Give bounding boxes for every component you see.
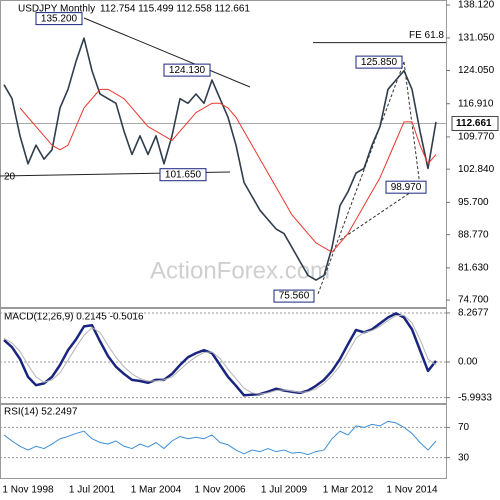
y-tick-label: 95.700 — [458, 197, 489, 208]
y-tick-label: 109.770 — [458, 132, 495, 143]
price-annotation: 135.200 — [41, 13, 78, 24]
price-annotation-box — [273, 289, 315, 303]
projection-line — [403, 61, 421, 187]
price-annotation: 124.130 — [169, 65, 206, 76]
series-line — [19, 88, 437, 253]
projection-line — [339, 185, 421, 241]
price-annotation: 101.650 — [165, 169, 202, 180]
ohlc-values: 112.754 115.499 112.558 112.661 — [100, 4, 250, 15]
x-tick-label: 1 Mar 2004 — [131, 485, 182, 496]
x-tick-label: 1 Nov 2006 — [194, 485, 246, 496]
macd-title: MACD(12,26,9) 0.2145 -0.5016 — [4, 312, 144, 323]
y-tick-label: 131.050 — [458, 33, 495, 44]
trend-line — [83, 17, 251, 88]
price-panel — [0, 0, 447, 308]
edge-label: 20 — [4, 172, 16, 183]
series-line — [3, 37, 437, 281]
price-annotation: 98.970 — [391, 182, 422, 193]
y-tick-label: -5.9933 — [458, 392, 492, 403]
price-annotation: 125.850 — [361, 57, 398, 68]
price-annotation-box — [385, 180, 427, 194]
y-tick-label: 8.2677 — [458, 308, 489, 319]
x-tick-label: 1 Mar 2012 — [323, 485, 374, 496]
price-annotation-box — [159, 168, 207, 182]
y-tick-label: 124.050 — [458, 65, 495, 76]
last-price-box — [451, 115, 499, 131]
price-annotation-box — [355, 55, 403, 69]
last-price-label: 112.661 — [456, 118, 492, 129]
projection-line — [317, 61, 405, 295]
rsi-title: RSI(14) 52.2497 — [4, 407, 78, 418]
x-tick-label: 1 Jul 2001 — [69, 485, 116, 496]
x-tick-label: 1 Jul 2009 — [261, 485, 308, 496]
y-tick-label: 88.770 — [458, 229, 489, 240]
macd-panel — [0, 308, 447, 404]
series-line — [3, 420, 437, 456]
fe-level-label: FE 61.8 — [409, 30, 444, 41]
y-tick-label: 70 — [458, 422, 470, 433]
x-tick-label: 1 Nov 1998 — [2, 485, 54, 496]
y-tick-label: 81.630 — [458, 262, 489, 273]
y-tick-label: 30 — [458, 452, 470, 463]
price-annotation: 75.560 — [279, 291, 310, 302]
chart-title: USDJPY Monthly — [18, 4, 95, 15]
price-annotation-box — [163, 63, 211, 77]
price-annotation-box — [35, 12, 83, 26]
series-line — [3, 314, 437, 395]
x-tick-label: 1 Nov 2014 — [386, 485, 438, 496]
y-tick-label: 74.700 — [458, 295, 489, 306]
y-tick-label: 138.120 — [458, 0, 495, 11]
watermark: ActionForex.com — [150, 257, 330, 284]
y-tick-label: 102.840 — [458, 164, 495, 175]
y-tick-label: 0.00 — [458, 357, 478, 368]
rsi-panel — [0, 404, 447, 479]
y-tick-label: 116.910 — [458, 98, 494, 109]
